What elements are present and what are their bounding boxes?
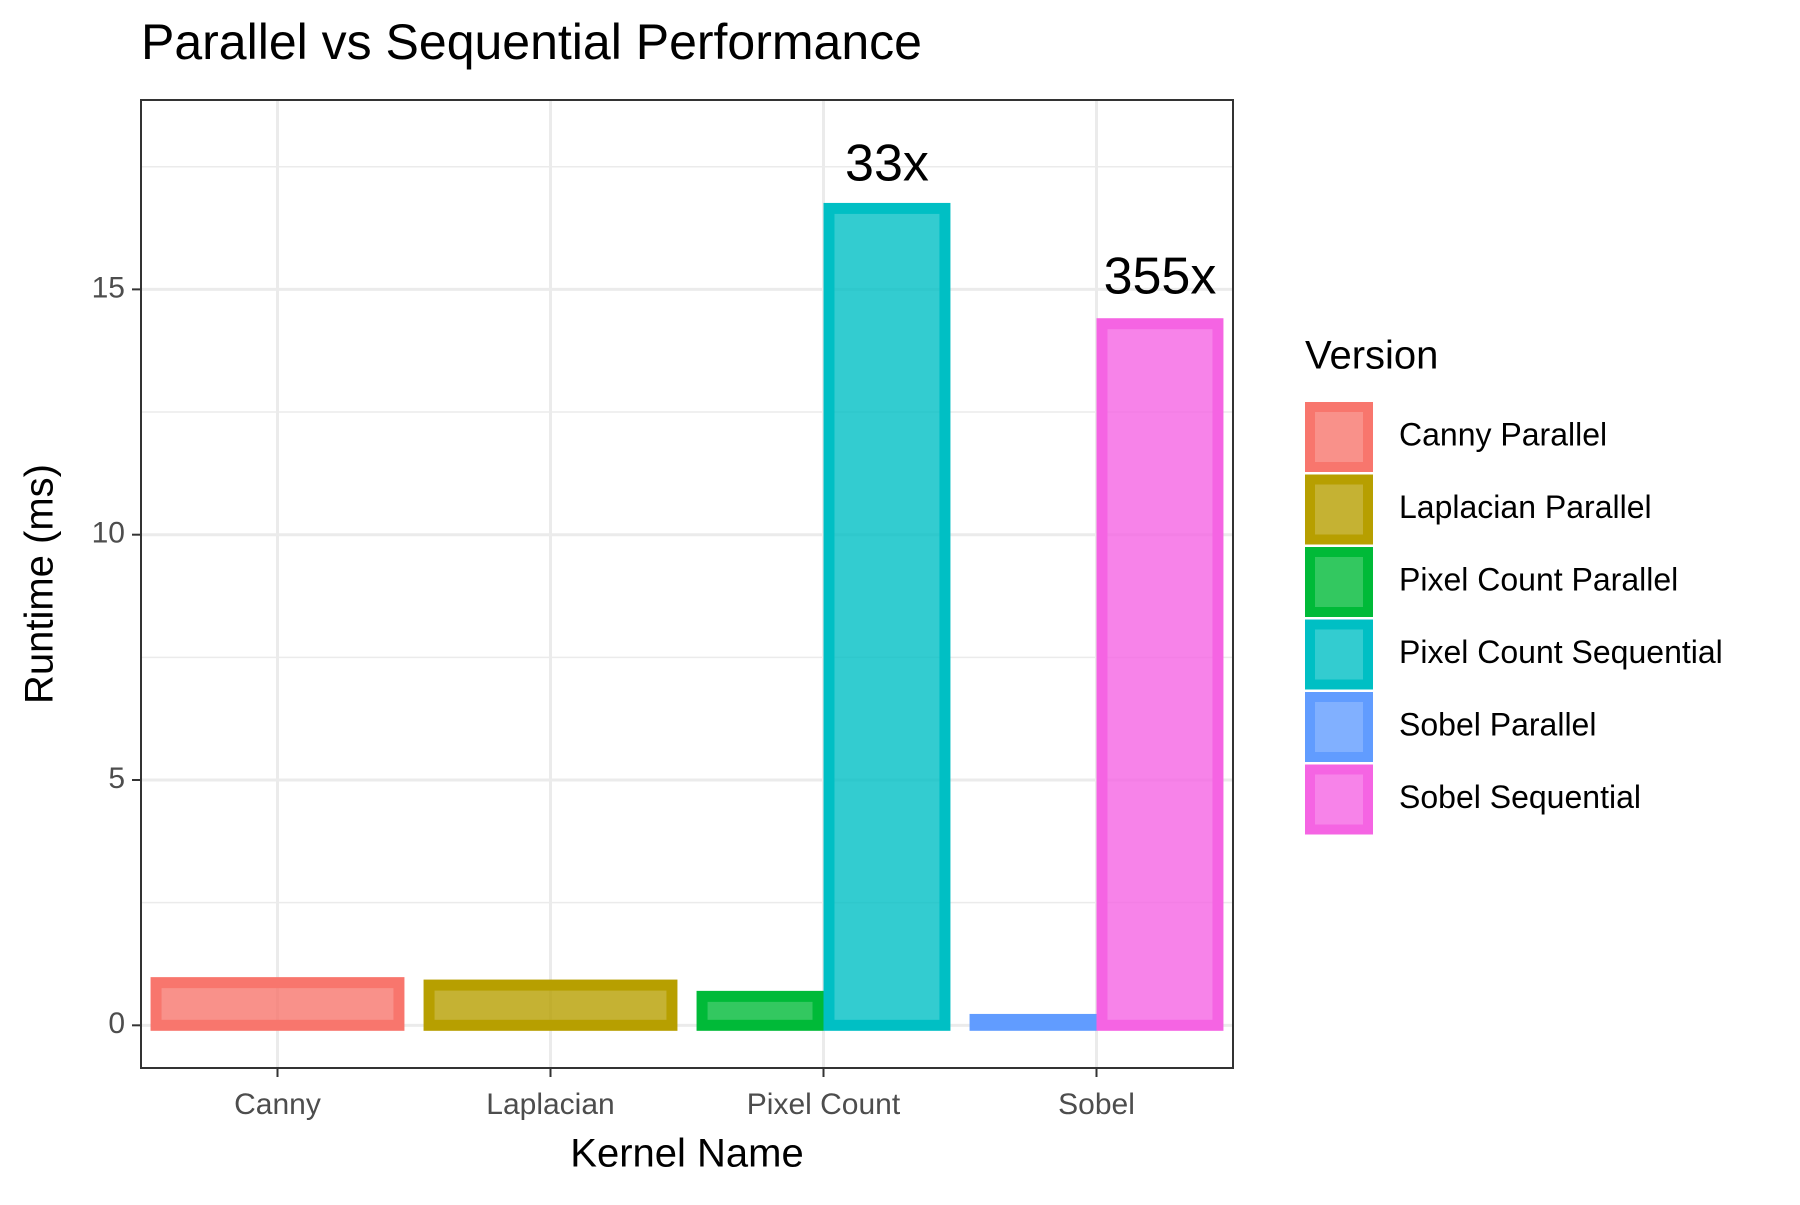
- y-tick-label: 10: [92, 517, 125, 550]
- legend-label: Sobel Parallel: [1399, 706, 1596, 742]
- bar: [696, 990, 824, 1031]
- legend-key: [1305, 474, 1373, 545]
- panel-border: [140, 99, 1234, 1069]
- legend-label: Sobel Sequential: [1399, 779, 1641, 815]
- x-tick-label: Canny: [234, 1088, 321, 1121]
- legend-label: Laplacian Parallel: [1399, 489, 1652, 525]
- y-tick-label: 15: [92, 271, 125, 304]
- legend-label: Pixel Count Parallel: [1399, 561, 1678, 597]
- annotation: 33x: [845, 134, 929, 192]
- y-axis-title: Runtime (ms): [18, 464, 62, 704]
- bar: [423, 979, 678, 1031]
- legend-key: [1305, 402, 1373, 472]
- bar: [969, 1013, 1097, 1031]
- x-tick-label: Sobel: [1058, 1088, 1135, 1121]
- x-tick-label: Pixel Count: [747, 1088, 901, 1121]
- bar: [1096, 318, 1224, 1031]
- bar: [150, 977, 405, 1031]
- legend-key: [1305, 692, 1373, 762]
- legend-key: [1305, 764, 1373, 835]
- x-axis-title: Kernel Name: [570, 1132, 803, 1176]
- bar: [823, 202, 951, 1031]
- annotation: 355x: [1104, 247, 1217, 305]
- legend-key: [1305, 619, 1373, 690]
- legend-label: Canny Parallel: [1399, 416, 1607, 452]
- y-tick-label: 0: [108, 1007, 125, 1040]
- legend-title: Version: [1305, 334, 1438, 378]
- chart-title: Parallel vs Sequential Performance: [141, 14, 922, 70]
- legend-label: Pixel Count Sequential: [1399, 634, 1723, 670]
- x-tick-label: Laplacian: [486, 1088, 614, 1121]
- y-tick-label: 5: [108, 762, 125, 795]
- legend-key: [1305, 547, 1373, 617]
